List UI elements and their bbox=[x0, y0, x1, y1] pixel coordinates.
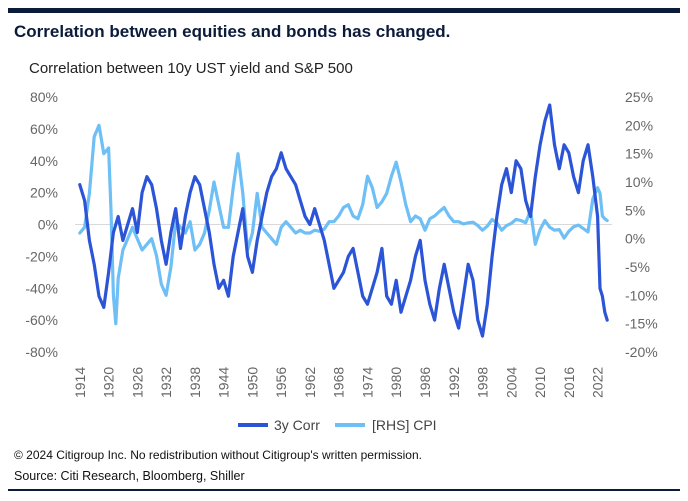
x-axis: 1914 1920 1926 1932 1938 1944 1950 1956 1962 1968… bbox=[72, 367, 606, 398]
x-tick-label: 1944 bbox=[216, 367, 232, 398]
right-tick-label: 20% bbox=[625, 117, 653, 133]
x-tick-label: 1914 bbox=[72, 367, 88, 398]
left-axis: 80% 60% 40% 20% 0% -20% -40% -60% -80% bbox=[25, 89, 58, 360]
legend-cpi-label: [RHS] CPI bbox=[372, 417, 437, 433]
chart-title: Correlation between 10y UST yield and S&… bbox=[29, 60, 353, 77]
x-tick-label: 2010 bbox=[532, 367, 548, 398]
copyright-note: © 2024 Citigroup Inc. No redistribution … bbox=[14, 448, 422, 462]
right-tick-label: -20% bbox=[625, 344, 658, 360]
x-tick-label: 1950 bbox=[244, 367, 260, 398]
x-tick-label: 1932 bbox=[158, 367, 174, 398]
x-tick-label: 1986 bbox=[417, 367, 433, 398]
x-tick-label: 2016 bbox=[561, 367, 577, 398]
right-tick-label: 0% bbox=[625, 231, 645, 247]
x-tick-label: 1992 bbox=[446, 367, 462, 398]
source-note: Source: Citi Research, Bloomberg, Shille… bbox=[14, 469, 245, 483]
right-tick-label: -5% bbox=[625, 259, 650, 275]
legend-3y-corr-label: 3y Corr bbox=[274, 417, 320, 433]
left-tick-label: -80% bbox=[25, 344, 58, 360]
series-3y-corr-line bbox=[78, 103, 609, 338]
right-tick-label: 10% bbox=[625, 174, 653, 190]
right-axis: 25% 20% 15% 10% 5% 0% -5% -10% -15% -20% bbox=[625, 89, 658, 360]
x-tick-label: 1938 bbox=[187, 367, 203, 398]
right-tick-label: 5% bbox=[625, 202, 645, 218]
x-tick-label: 1962 bbox=[302, 367, 318, 398]
series-lines bbox=[78, 103, 609, 338]
x-tick-label: 2022 bbox=[590, 367, 606, 398]
x-tick-label: 2004 bbox=[503, 367, 519, 398]
top-rule bbox=[8, 8, 680, 13]
right-tick-label: 25% bbox=[625, 89, 653, 105]
right-tick-label: -10% bbox=[625, 287, 658, 303]
x-tick-label: 1920 bbox=[101, 367, 117, 398]
x-tick-label: 1980 bbox=[388, 367, 404, 398]
left-tick-label: -60% bbox=[25, 312, 58, 328]
left-tick-label: 40% bbox=[30, 153, 58, 169]
x-tick-label: 1998 bbox=[475, 367, 491, 398]
left-tick-label: 80% bbox=[30, 89, 58, 105]
x-tick-label: 1974 bbox=[359, 367, 375, 398]
right-tick-label: -15% bbox=[625, 316, 658, 332]
left-tick-label: -40% bbox=[25, 280, 58, 296]
headline: Correlation between equities and bonds h… bbox=[14, 22, 451, 41]
left-tick-label: 0% bbox=[38, 217, 58, 233]
right-tick-label: 15% bbox=[625, 146, 653, 162]
bottom-rule bbox=[8, 489, 680, 491]
legend: 3y Corr [RHS] CPI bbox=[238, 417, 437, 433]
left-tick-label: 60% bbox=[30, 121, 58, 137]
left-tick-label: 20% bbox=[30, 185, 58, 201]
left-tick-label: -20% bbox=[25, 248, 58, 264]
x-tick-label: 1926 bbox=[129, 367, 145, 398]
x-tick-label: 1956 bbox=[273, 367, 289, 398]
x-tick-label: 1968 bbox=[331, 367, 347, 398]
series-cpi-line bbox=[78, 123, 609, 326]
